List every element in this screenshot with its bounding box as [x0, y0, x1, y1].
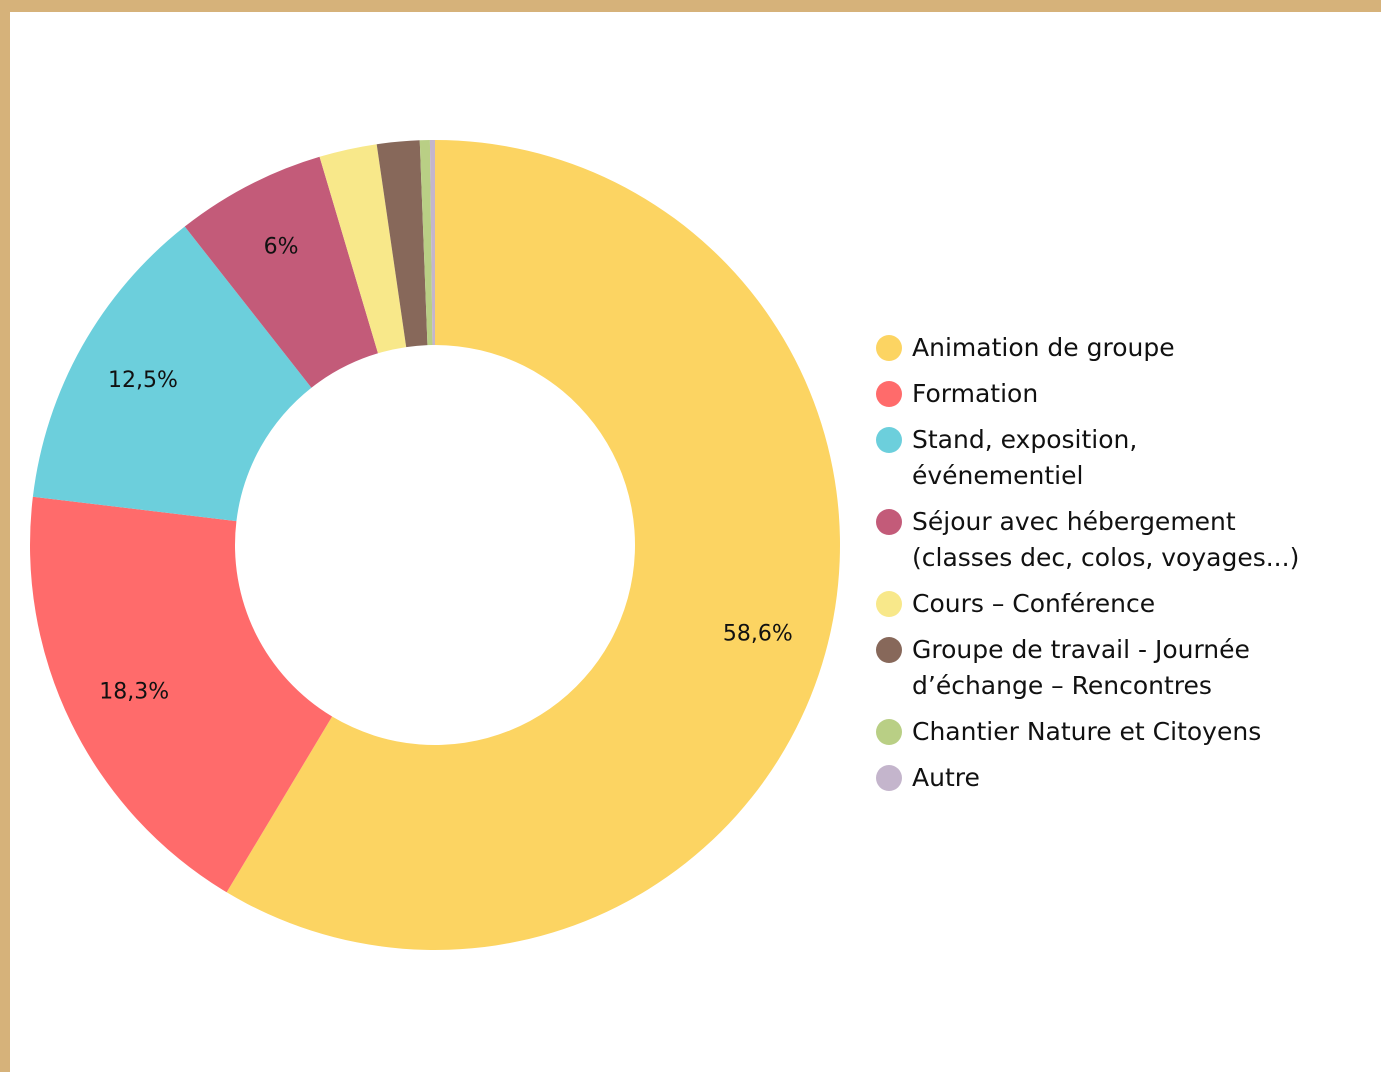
donut-slice	[419, 140, 433, 346]
legend-label: Chantier Nature et Citoyens	[912, 717, 1262, 746]
donut-slice	[226, 140, 840, 950]
legend-label: Groupe de travail - Journée d’échange – …	[912, 635, 1250, 700]
legend-item: Autre	[876, 760, 1316, 796]
legend-swatch	[876, 381, 902, 407]
legend-swatch	[876, 765, 902, 791]
legend-item: Groupe de travail - Journée d’échange – …	[876, 632, 1316, 704]
legend-item: Animation de groupe	[876, 330, 1316, 366]
data-label: 58,6%	[723, 621, 793, 646]
donut-slice	[319, 144, 407, 354]
legend-item: Séjour avec hébergement (classes dec, co…	[876, 504, 1316, 576]
legend-label: Cours – Conférence	[912, 589, 1156, 618]
data-label: 18,3%	[99, 679, 169, 704]
donut-slice	[376, 140, 428, 348]
donut-slice	[184, 156, 378, 388]
legend-swatch	[876, 719, 902, 745]
data-label: 6%	[264, 234, 299, 259]
legend-swatch	[876, 637, 902, 663]
donut-slice	[29, 496, 333, 893]
legend-label: Séjour avec hébergement (classes dec, co…	[912, 507, 1300, 572]
legend-swatch	[876, 335, 902, 361]
legend-item: Formation	[876, 376, 1316, 412]
data-label: 12,5%	[108, 368, 178, 393]
legend-label: Formation	[912, 379, 1039, 408]
legend-label: Stand, exposition, événementiel	[912, 425, 1138, 490]
legend-item: Chantier Nature et Citoyens	[876, 714, 1316, 750]
legend-swatch	[876, 509, 902, 535]
legend: Animation de groupe Formation Stand, expos…	[876, 330, 1316, 806]
legend-swatch	[876, 591, 902, 617]
legend-label: Autre	[912, 763, 980, 792]
legend-swatch	[876, 427, 902, 453]
legend-item: Cours – Conférence	[876, 586, 1316, 622]
donut-slice	[429, 140, 435, 346]
legend-label: Animation de groupe	[912, 333, 1175, 362]
legend-item: Stand, exposition, événementiel	[876, 422, 1316, 494]
donut-slice	[32, 226, 312, 522]
